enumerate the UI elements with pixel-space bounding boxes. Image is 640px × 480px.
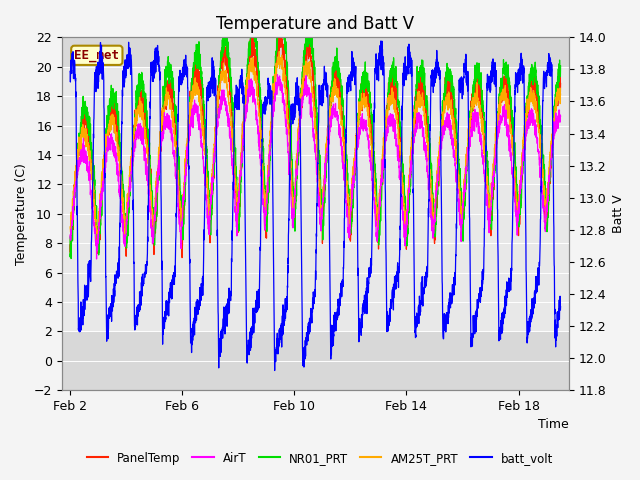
Y-axis label: Batt V: Batt V (612, 194, 625, 233)
Legend: PanelTemp, AirT, NR01_PRT, AM25T_PRT, batt_volt: PanelTemp, AirT, NR01_PRT, AM25T_PRT, ba… (82, 447, 558, 469)
Text: EE_met: EE_met (74, 49, 119, 62)
X-axis label: Time: Time (538, 419, 569, 432)
Bar (61, 67, 569, 331)
Y-axis label: Temperature (C): Temperature (C) (15, 163, 28, 264)
Title: Temperature and Batt V: Temperature and Batt V (216, 15, 414, 33)
